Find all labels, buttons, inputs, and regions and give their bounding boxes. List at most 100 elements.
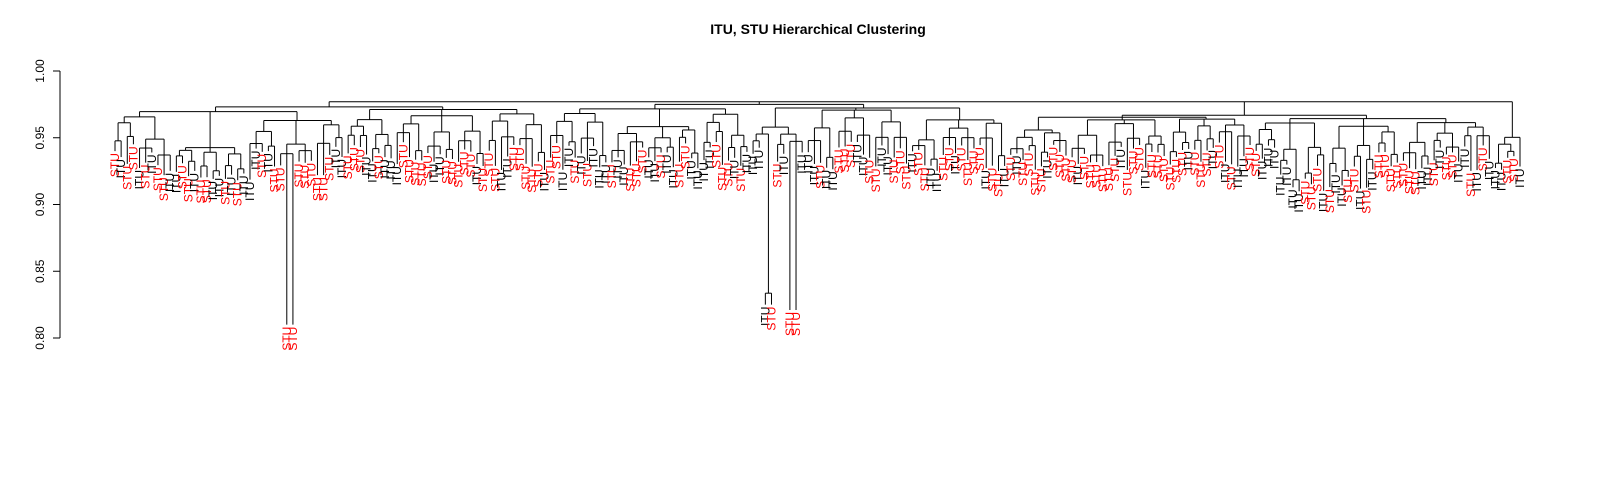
leaf-label: STU (402, 159, 416, 183)
leaf-label: ITU (998, 168, 1012, 187)
leaf-label: STU (636, 150, 650, 174)
leaf-label: ITU (1237, 158, 1251, 177)
leaf-label: ITU (1206, 150, 1220, 169)
leaf-label: STU (844, 144, 858, 168)
leaf-label: STU (525, 169, 539, 193)
leaf-label: STU (126, 146, 140, 170)
leaf-label: STU (439, 160, 453, 184)
leaf-label: ITU (740, 154, 754, 173)
y-tick-label: 0.80 (33, 326, 47, 350)
leaf-label: STU (231, 182, 245, 206)
leaf-label: ITU (881, 156, 895, 175)
leaf-label: STU (967, 150, 981, 174)
leaf-label: STU (955, 147, 969, 171)
leaf-label: ITU (1495, 172, 1509, 191)
leaf-label: STU (1403, 170, 1417, 194)
leaf-label: STU (1323, 189, 1337, 213)
leaf-label: ITU (1415, 170, 1429, 189)
leaf-label: ITU (746, 156, 760, 175)
leaf-label: ITU (335, 159, 349, 178)
leaf-label: STU (1225, 166, 1239, 190)
leaf-label: ITU (501, 158, 515, 177)
leaf-label: ITU (562, 148, 576, 167)
leaf-label: STU (789, 312, 803, 336)
leaf-label: ITU (1470, 172, 1484, 191)
leaf-label: STU (1102, 167, 1116, 191)
leaf-label: STU (304, 163, 318, 187)
y-axis: 0.80 0.85 0.90 0.95 1.00 (33, 59, 61, 350)
leaf-label: STU (544, 160, 558, 184)
leaf-label: STU (1188, 152, 1202, 176)
leaf-labels: STUITUSTUSTUITUSTUITUSTUSTUITUITUSTUSTUI… (108, 144, 1527, 351)
leaf-label: ITU (169, 174, 183, 193)
leaf-label: STU (274, 167, 288, 191)
leaf-label: ITU (360, 157, 374, 176)
leaf-label: ITU (1231, 169, 1245, 188)
leaf-label: STU (869, 168, 883, 192)
leaf-label: STU (1249, 153, 1263, 177)
leaf-label: ITU (384, 160, 398, 179)
leaf-label: ITU (556, 172, 570, 191)
leaf-label: STU (1212, 145, 1226, 169)
leaf-label: STU (1120, 172, 1134, 196)
leaf-label: ITU (875, 147, 889, 166)
leaf-label: ITU (390, 166, 404, 185)
leaf-label: STU (1200, 152, 1214, 176)
leaf-label: ITU (1261, 148, 1275, 167)
leaf-label: STU (175, 165, 189, 189)
leaf-label: STU (1084, 164, 1098, 188)
leaf-label: STU (286, 327, 300, 351)
leaf-label: ITU (599, 164, 613, 183)
leaf-label: ITU (1182, 151, 1196, 170)
leaf-label: STU (1384, 168, 1398, 192)
leaf-label: STU (734, 168, 748, 192)
leaf-label: ITU (850, 144, 864, 163)
leaf-label: ITU (1286, 189, 1300, 208)
leaf-label: STU (182, 178, 196, 202)
leaf-label: STU (1004, 157, 1018, 181)
leaf-label: ITU (648, 163, 662, 182)
leaf-label: ITU (1292, 193, 1306, 212)
leaf-label: STU (255, 154, 269, 178)
leaf-label: ITU (225, 177, 239, 196)
leaf-label: STU (151, 167, 165, 191)
leaf-label: STU (654, 154, 668, 178)
leaf-label: STU (1396, 163, 1410, 187)
leaf-label: STU (531, 163, 545, 187)
leaf-label: ITU (660, 154, 674, 173)
leaf-label: ITU (145, 154, 159, 173)
leaf-label: ITU (1280, 167, 1294, 186)
leaf-label: STU (1390, 165, 1404, 189)
leaf-label: ITU (1335, 187, 1349, 206)
leaf-label: STU (1347, 169, 1361, 193)
leaf-label: STU (458, 152, 472, 176)
dendrogram-tree (114, 101, 1521, 325)
leaf-label: STU (1378, 154, 1392, 178)
leaf-label: STU (409, 162, 423, 186)
y-tick-label: 0.90 (33, 192, 47, 216)
leaf-label: ITU (1513, 168, 1527, 187)
leaf-label: STU (942, 147, 956, 171)
leaf-label: STU (292, 164, 306, 188)
leaf-label: STU (1439, 156, 1453, 180)
leaf-label: STU (1126, 151, 1140, 175)
leaf-label: STU (1360, 190, 1374, 214)
leaf-label: STU (139, 165, 153, 189)
leaf-label: ITU (1114, 149, 1128, 168)
leaf-label: STU (1133, 147, 1147, 171)
leaf-label: ITU (212, 178, 226, 197)
leaf-label: ITU (133, 170, 147, 189)
leaf-label: ITU (537, 172, 551, 191)
leaf-label: ITU (906, 153, 920, 172)
leaf-label: ITU (777, 156, 791, 175)
leaf-label: ITU (685, 160, 699, 179)
leaf-label: STU (630, 163, 644, 187)
leaf-label: ITU (593, 169, 607, 188)
leaf-label: ITU (587, 148, 601, 167)
leaf-label: STU (679, 145, 693, 169)
leaf-label: STU (323, 157, 337, 181)
leaf-label: STU (991, 173, 1005, 197)
leaf-label: ITU (728, 160, 742, 179)
leaf-label: ITU (1317, 193, 1331, 212)
